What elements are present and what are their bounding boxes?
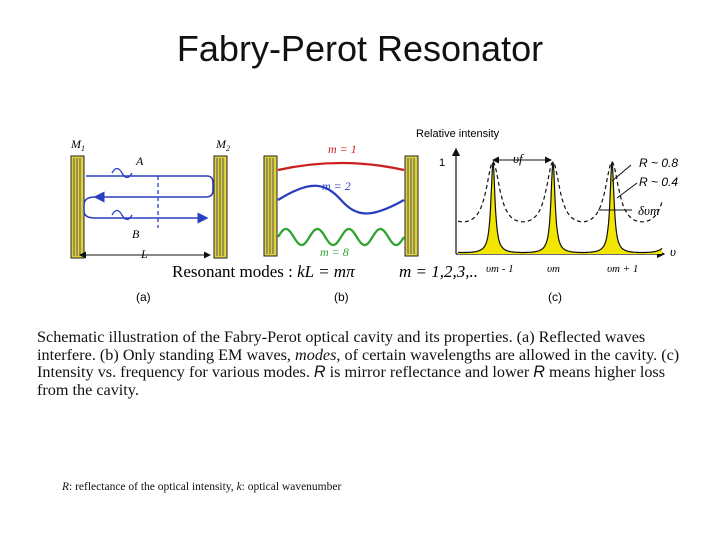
y-axis-title: Relative intensity [416, 128, 500, 140]
mode-8-label: m = 8 [320, 245, 349, 259]
slide-title: Fabry-Perot Resonator [176, 28, 544, 69]
footnote: R: reflectance of the optical intensity,… [62, 481, 342, 493]
wave-a-label: A [135, 154, 144, 168]
mode-1-label: m = 1 [328, 142, 357, 156]
high-r-peaks-line [458, 160, 663, 254]
low-r-curve [457, 161, 663, 223]
linewidth-label: δυm [638, 203, 659, 218]
figure-caption: Schematic illustration of the Fabry-Pero… [37, 328, 680, 399]
mirror1-label: M1 [70, 137, 85, 153]
mode-2-label: m = 2 [322, 179, 351, 193]
r-low-label: R ~ 0.4 [639, 175, 678, 189]
panel-b: m = 1 m = 2 m = 8 Resonant modes : kL = … [172, 142, 478, 304]
length-label: L [140, 247, 148, 261]
x-tick-right: υm + 1 [607, 263, 638, 275]
wave-a-path [86, 175, 214, 203]
panel-b-label: (b) [334, 290, 349, 304]
x-axis-symbol: υ [670, 244, 676, 259]
panel-c: Relative intensity 1 υf R ~ 0.8 R ~ 0.4 … [416, 128, 678, 304]
panel-a-label: (a) [136, 290, 151, 304]
mode-range: m = 1,2,3,.. [399, 262, 478, 281]
x-tick-left: υm - 1 [486, 263, 514, 275]
r-high-label: R ~ 0.8 [639, 156, 678, 170]
mode-8-wave [277, 227, 405, 247]
mode-2-wave [277, 184, 405, 215]
panel-c-label: (c) [548, 290, 562, 304]
mode-1-wave [277, 161, 405, 172]
mirror2-label: M2 [215, 137, 230, 153]
wave-b-label: B [132, 227, 140, 241]
wave-a-sine [111, 167, 133, 179]
panel-a: M1 M2 A B L (a) [70, 137, 230, 304]
fsr-label: υf [513, 151, 525, 166]
high-r-peaks-fill [458, 162, 662, 254]
y-tick-1: 1 [439, 157, 445, 169]
resonant-modes-equation: Resonant modes : kL = mπ [172, 262, 355, 281]
wave-b-sine [111, 209, 133, 221]
x-tick-mid: υm [547, 263, 560, 275]
